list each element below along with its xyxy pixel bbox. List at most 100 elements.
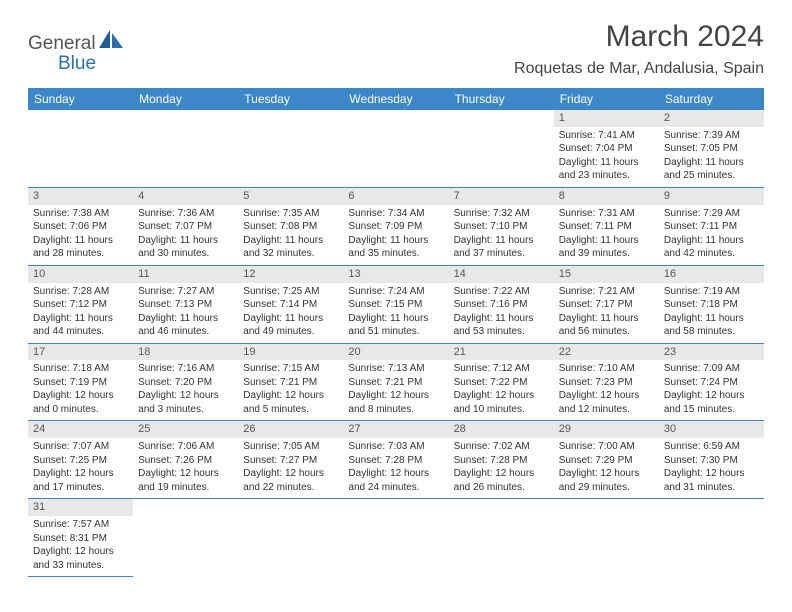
day-line: and 29 minutes. xyxy=(559,481,654,495)
day-line: Daylight: 12 hours xyxy=(348,389,443,403)
day-line: and 42 minutes. xyxy=(664,247,759,261)
day-line: Daylight: 11 hours xyxy=(559,234,654,248)
day-number: 14 xyxy=(449,266,554,283)
day-line: Sunrise: 7:29 AM xyxy=(664,207,759,221)
day-cell: 30Sunrise: 6:59 AMSunset: 7:30 PMDayligh… xyxy=(659,421,764,498)
day-line: Sunrise: 7:16 AM xyxy=(138,362,233,376)
empty-cell xyxy=(449,110,554,187)
empty-cell xyxy=(238,110,343,187)
day-line: Daylight: 12 hours xyxy=(33,467,128,481)
day-content: Sunrise: 7:38 AMSunset: 7:06 PMDaylight:… xyxy=(28,205,133,265)
day-cell: 23Sunrise: 7:09 AMSunset: 7:24 PMDayligh… xyxy=(659,344,764,421)
day-number: 12 xyxy=(238,266,343,283)
day-number: 15 xyxy=(554,266,659,283)
day-content: Sunrise: 7:03 AMSunset: 7:28 PMDaylight:… xyxy=(343,438,448,498)
day-cell: 18Sunrise: 7:16 AMSunset: 7:20 PMDayligh… xyxy=(133,344,238,421)
day-cell: 12Sunrise: 7:25 AMSunset: 7:14 PMDayligh… xyxy=(238,266,343,343)
day-line: Daylight: 11 hours xyxy=(138,234,233,248)
day-line: and 10 minutes. xyxy=(454,403,549,417)
day-line: Daylight: 12 hours xyxy=(454,467,549,481)
day-line: Sunset: 7:25 PM xyxy=(33,454,128,468)
day-line: and 23 minutes. xyxy=(559,169,654,183)
day-line: and 31 minutes. xyxy=(664,481,759,495)
day-content: Sunrise: 7:09 AMSunset: 7:24 PMDaylight:… xyxy=(659,360,764,420)
day-content: Sunrise: 7:19 AMSunset: 7:18 PMDaylight:… xyxy=(659,283,764,343)
empty-cell xyxy=(343,499,448,577)
day-line: and 49 minutes. xyxy=(243,325,338,339)
day-line: Daylight: 11 hours xyxy=(664,234,759,248)
day-line: Daylight: 12 hours xyxy=(559,389,654,403)
day-line: Daylight: 11 hours xyxy=(138,312,233,326)
day-line: Sunset: 7:19 PM xyxy=(33,376,128,390)
empty-cell xyxy=(133,110,238,187)
day-cell: 13Sunrise: 7:24 AMSunset: 7:15 PMDayligh… xyxy=(343,266,448,343)
day-line: Sunrise: 7:13 AM xyxy=(348,362,443,376)
day-number: 1 xyxy=(554,110,659,127)
day-content: Sunrise: 7:05 AMSunset: 7:27 PMDaylight:… xyxy=(238,438,343,498)
day-cell: 1Sunrise: 7:41 AMSunset: 7:04 PMDaylight… xyxy=(554,110,659,187)
day-line: Daylight: 12 hours xyxy=(33,389,128,403)
empty-cell xyxy=(659,499,764,577)
day-line: Sunset: 8:31 PM xyxy=(33,532,128,546)
day-line: and 0 minutes. xyxy=(33,403,128,417)
day-content: Sunrise: 7:57 AMSunset: 8:31 PMDaylight:… xyxy=(28,516,133,576)
day-line: Daylight: 12 hours xyxy=(559,467,654,481)
day-line: Sunrise: 7:06 AM xyxy=(138,440,233,454)
day-content: Sunrise: 7:35 AMSunset: 7:08 PMDaylight:… xyxy=(238,205,343,265)
day-content: Sunrise: 7:15 AMSunset: 7:21 PMDaylight:… xyxy=(238,360,343,420)
day-number: 30 xyxy=(659,421,764,438)
day-line: Daylight: 11 hours xyxy=(243,234,338,248)
page-title: March 2024 xyxy=(514,20,764,54)
day-number: 8 xyxy=(554,188,659,205)
day-number: 20 xyxy=(343,344,448,361)
logo: General Blue xyxy=(28,28,126,75)
day-line: Sunrise: 7:57 AM xyxy=(33,518,128,532)
day-number: 4 xyxy=(133,188,238,205)
day-line: Sunrise: 7:34 AM xyxy=(348,207,443,221)
day-content: Sunrise: 7:36 AMSunset: 7:07 PMDaylight:… xyxy=(133,205,238,265)
day-cell: 22Sunrise: 7:10 AMSunset: 7:23 PMDayligh… xyxy=(554,344,659,421)
day-content: Sunrise: 7:27 AMSunset: 7:13 PMDaylight:… xyxy=(133,283,238,343)
day-content: Sunrise: 7:10 AMSunset: 7:23 PMDaylight:… xyxy=(554,360,659,420)
empty-cell xyxy=(343,110,448,187)
day-line: Sunset: 7:15 PM xyxy=(348,298,443,312)
day-number: 2 xyxy=(659,110,764,127)
day-line: Sunrise: 7:05 AM xyxy=(243,440,338,454)
day-cell: 10Sunrise: 7:28 AMSunset: 7:12 PMDayligh… xyxy=(28,266,133,343)
day-number: 31 xyxy=(28,499,133,516)
day-line: and 3 minutes. xyxy=(138,403,233,417)
day-cell: 8Sunrise: 7:31 AMSunset: 7:11 PMDaylight… xyxy=(554,188,659,265)
day-line: Sunrise: 7:02 AM xyxy=(454,440,549,454)
day-line: Sunrise: 7:35 AM xyxy=(243,207,338,221)
day-content: Sunrise: 7:07 AMSunset: 7:25 PMDaylight:… xyxy=(28,438,133,498)
day-cell: 24Sunrise: 7:07 AMSunset: 7:25 PMDayligh… xyxy=(28,421,133,498)
day-line: Sunset: 7:28 PM xyxy=(454,454,549,468)
day-line: Daylight: 12 hours xyxy=(138,467,233,481)
day-number: 10 xyxy=(28,266,133,283)
day-content: Sunrise: 7:13 AMSunset: 7:21 PMDaylight:… xyxy=(343,360,448,420)
calendar-body: 1Sunrise: 7:41 AMSunset: 7:04 PMDaylight… xyxy=(28,110,764,577)
day-number: 17 xyxy=(28,344,133,361)
day-line: and 24 minutes. xyxy=(348,481,443,495)
day-line: Daylight: 11 hours xyxy=(664,312,759,326)
day-content: Sunrise: 7:18 AMSunset: 7:19 PMDaylight:… xyxy=(28,360,133,420)
day-line: Sunrise: 7:03 AM xyxy=(348,440,443,454)
location-text: Roquetas de Mar, Andalusia, Spain xyxy=(514,60,764,78)
day-content: Sunrise: 7:22 AMSunset: 7:16 PMDaylight:… xyxy=(449,283,554,343)
day-line: and 51 minutes. xyxy=(348,325,443,339)
header: General Blue March 2024 Roquetas de Mar,… xyxy=(28,20,764,78)
day-line: Sunset: 7:07 PM xyxy=(138,220,233,234)
day-content: Sunrise: 7:31 AMSunset: 7:11 PMDaylight:… xyxy=(554,205,659,265)
calendar: SundayMondayTuesdayWednesdayThursdayFrid… xyxy=(28,88,764,577)
week-row: 17Sunrise: 7:18 AMSunset: 7:19 PMDayligh… xyxy=(28,344,764,422)
weekday-header: Tuesday xyxy=(238,88,343,110)
week-row: 1Sunrise: 7:41 AMSunset: 7:04 PMDaylight… xyxy=(28,110,764,188)
day-line: and 35 minutes. xyxy=(348,247,443,261)
day-line: and 32 minutes. xyxy=(243,247,338,261)
day-line: Daylight: 12 hours xyxy=(243,467,338,481)
day-line: Daylight: 12 hours xyxy=(664,467,759,481)
day-cell: 29Sunrise: 7:00 AMSunset: 7:29 PMDayligh… xyxy=(554,421,659,498)
day-line: and 15 minutes. xyxy=(664,403,759,417)
day-number: 3 xyxy=(28,188,133,205)
day-number: 22 xyxy=(554,344,659,361)
